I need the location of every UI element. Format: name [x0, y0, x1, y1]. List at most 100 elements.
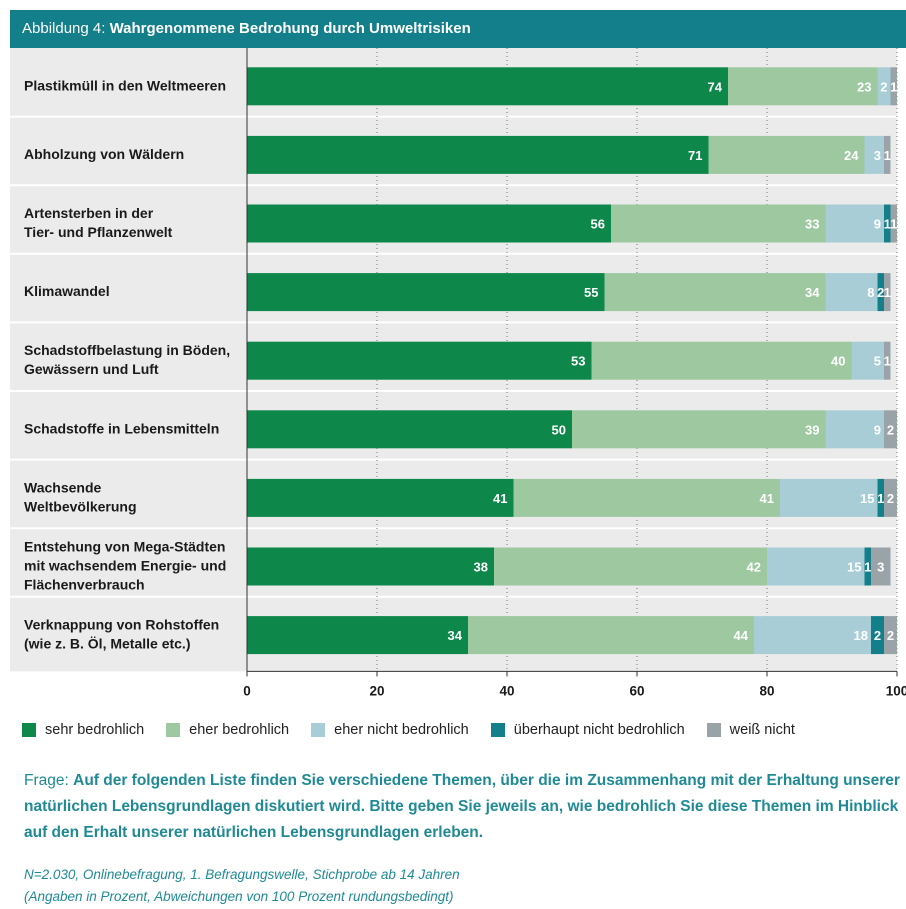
bar-segment — [247, 67, 728, 106]
legend-swatch — [311, 723, 326, 737]
data-label: 42 — [747, 560, 761, 575]
category-label: Weltbevölkerung — [24, 498, 137, 514]
data-label: 15 — [847, 560, 861, 575]
bar-segment — [877, 273, 884, 312]
bar-segment — [884, 341, 891, 380]
chart-legend: sehr bedrohlich eher bedrohlich eher nicht… — [22, 718, 817, 742]
x-tick-label: 20 — [369, 683, 384, 698]
x-tick-label: 80 — [759, 683, 774, 698]
bar-segment — [825, 273, 878, 312]
data-label: 24 — [844, 148, 859, 163]
legend-swatch — [706, 723, 721, 737]
bar-segment — [780, 478, 878, 517]
bar-segment — [572, 410, 826, 449]
bar-segment — [877, 67, 891, 106]
bar-segment — [604, 273, 826, 312]
bar-segment — [247, 204, 611, 243]
bar-segment — [247, 616, 468, 655]
data-label: 41 — [493, 491, 507, 506]
bar-segment — [890, 67, 897, 106]
legend-item: sehr bedrohlich — [22, 722, 144, 738]
data-label: 55 — [584, 285, 598, 300]
data-label: 23 — [857, 79, 871, 94]
bar-segment — [825, 410, 884, 449]
question-label: Frage: — [24, 772, 69, 789]
data-label: 33 — [805, 217, 819, 232]
data-label: 9 — [874, 422, 881, 437]
data-label: 41 — [760, 491, 774, 506]
bar-segment — [884, 135, 891, 174]
data-label: 71 — [688, 148, 702, 163]
bar-segment — [884, 478, 897, 517]
category-label: Flächenverbrauch — [24, 577, 145, 593]
data-label: 8 — [867, 285, 874, 300]
legend-item: eher nicht bedrohlich — [311, 722, 469, 738]
bar-segment — [247, 547, 494, 586]
legend-label: weiß nicht — [729, 722, 795, 738]
data-label: 38 — [474, 560, 488, 575]
data-label: 74 — [708, 79, 723, 94]
data-label: 53 — [571, 354, 585, 369]
bar-segment — [494, 547, 767, 586]
category-label: Verknappung von Rohstoffen — [24, 617, 219, 633]
data-label: 1 — [864, 560, 871, 575]
bar-segment — [708, 135, 865, 174]
legend-label: eher nicht bedrohlich — [334, 722, 469, 738]
data-label: 34 — [805, 285, 820, 300]
footnote-line-1: N=2.030, Onlinebefragung, 1. Befragungsw… — [24, 867, 460, 882]
figure-header: Abbildung 4: Wahrgenommene Bedrohung dur… — [10, 10, 906, 48]
bar-segment — [754, 616, 871, 655]
category-label: Wachsende — [24, 479, 101, 495]
data-label: 2 — [887, 491, 894, 506]
data-label: 1 — [884, 354, 891, 369]
data-label: 2 — [887, 422, 894, 437]
data-label: 1 — [890, 217, 897, 232]
bar-segment — [468, 616, 754, 655]
data-label: 34 — [448, 628, 463, 643]
x-tick-label: 40 — [499, 683, 514, 698]
data-label: 1 — [884, 285, 891, 300]
legend-swatch — [490, 723, 505, 737]
data-label: 50 — [552, 422, 566, 437]
bar-segment — [864, 135, 884, 174]
data-label: 1 — [890, 79, 897, 94]
bar-segment — [825, 204, 884, 243]
data-label: 2 — [874, 628, 881, 643]
bar-segment — [728, 67, 878, 106]
category-label: Abholzung von Wäldern — [24, 146, 184, 162]
bar-segment — [851, 341, 884, 380]
bar-segment — [513, 478, 780, 517]
bar-segment — [890, 204, 897, 243]
data-label: 2 — [880, 79, 887, 94]
category-label: (wie z. B. Öl, Metalle etc.) — [24, 636, 190, 652]
category-label: Klimawandel — [24, 283, 110, 299]
figure-label: Abbildung 4: — [22, 20, 106, 37]
bar-segment — [884, 410, 897, 449]
footnote: N=2.030, Onlinebefragung, 1. Befragungsw… — [24, 864, 900, 908]
legend-swatch — [166, 723, 181, 737]
bar-segment — [591, 341, 852, 380]
data-label: 2 — [887, 628, 894, 643]
category-label: Artensterben in der — [24, 205, 154, 221]
category-label: Entstehung von Mega-Städten — [24, 539, 225, 555]
bar-segment — [247, 341, 592, 380]
bar-segment — [884, 204, 891, 243]
bar-segment — [871, 616, 884, 655]
category-label: Tier- und Pflanzenwelt — [24, 224, 173, 240]
figure-title: Wahrgenommene Bedrohung durch Umweltrisi… — [109, 20, 471, 37]
category-label: Gewässern und Luft — [24, 361, 159, 377]
question-text: Auf der folgenden Liste finden Sie versc… — [24, 772, 900, 841]
category-label: mit wachsendem Energie- und — [24, 558, 226, 574]
legend-label: eher bedrohlich — [189, 722, 290, 738]
data-label: 1 — [884, 217, 891, 232]
bar-segment — [247, 478, 514, 517]
data-label: 40 — [831, 354, 845, 369]
bar-segment — [884, 273, 891, 312]
legend-swatch — [22, 723, 36, 737]
category-label: Schadstoffbelastung in Böden, — [24, 342, 230, 358]
data-label: 3 — [877, 560, 884, 575]
x-tick-label: 100 — [886, 683, 906, 698]
bar-segment — [247, 135, 709, 174]
legend-item: überhaupt nicht bedrohlich — [490, 722, 685, 738]
